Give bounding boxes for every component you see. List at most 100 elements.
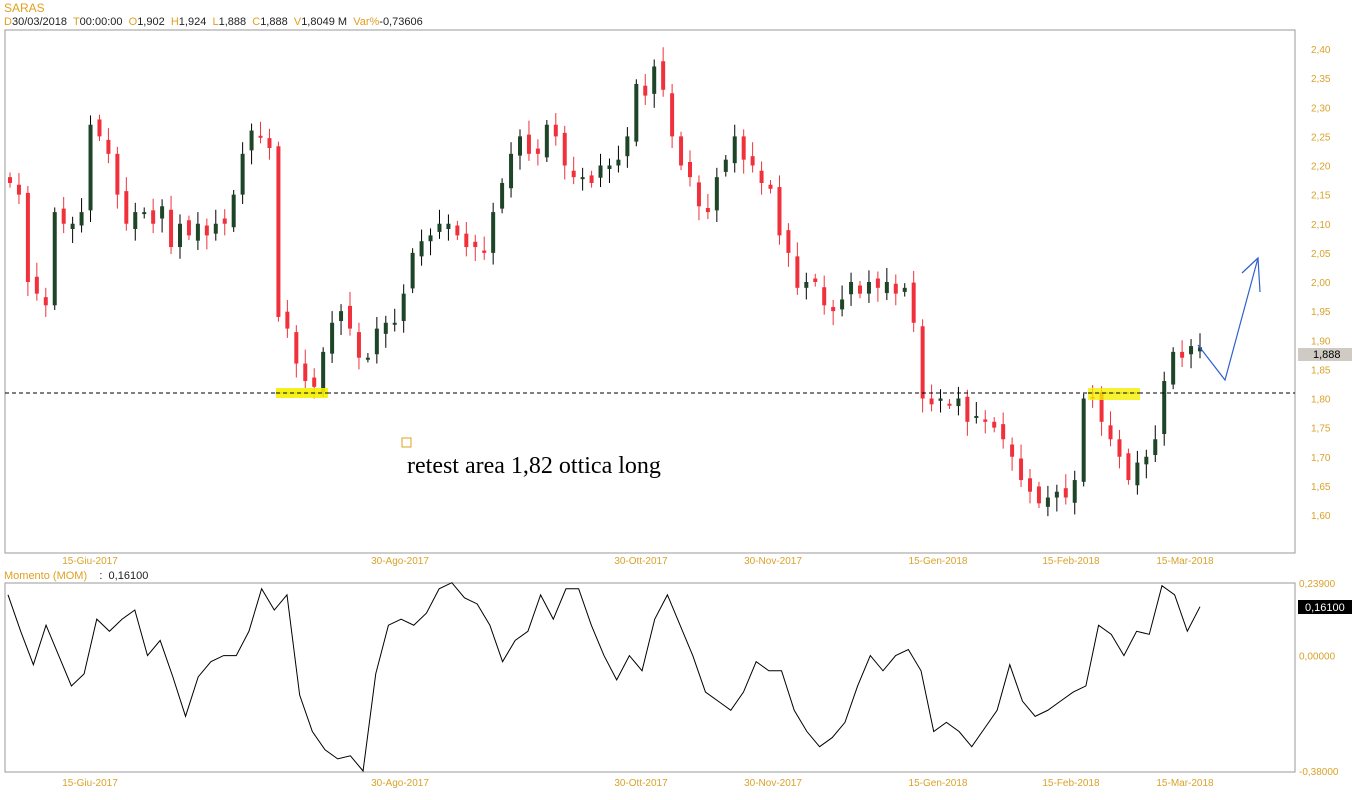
candle-body	[231, 194, 236, 228]
last-momentum-badge	[1298, 600, 1352, 614]
price-tick-label: 2,30	[1311, 103, 1331, 114]
candle	[410, 248, 415, 294]
candle-body	[813, 278, 818, 282]
candle	[61, 196, 66, 234]
price-tick-label: 1,90	[1311, 336, 1331, 347]
candle-body	[195, 223, 200, 241]
candle	[553, 113, 558, 146]
candle-body	[598, 165, 603, 178]
candle-body	[696, 182, 701, 207]
candle-body	[509, 153, 514, 189]
candle	[509, 142, 514, 198]
candle	[356, 322, 361, 370]
date-tick-label: 15-Feb-2018	[1042, 778, 1100, 789]
highlight-box-feb[interactable]	[1088, 388, 1140, 400]
candle	[276, 141, 281, 322]
candle-body	[285, 311, 290, 329]
high-label: H	[170, 16, 179, 28]
candle	[25, 185, 30, 296]
annotation-anchor-icon[interactable]	[401, 437, 412, 448]
candle-body	[920, 326, 925, 399]
candle-body	[249, 130, 254, 151]
candle-body	[723, 159, 728, 172]
candle-body	[133, 212, 138, 229]
candle-body	[804, 282, 809, 288]
candle-body	[437, 223, 442, 232]
price-tick-label: 1,95	[1311, 307, 1331, 318]
candle	[849, 272, 854, 306]
candle	[43, 287, 48, 317]
candle-body	[705, 208, 710, 213]
date-tick-label: 15-Feb-2018	[1042, 556, 1100, 567]
price-tick-label: 2,40	[1311, 45, 1331, 56]
candle	[339, 304, 344, 336]
candle-body	[464, 233, 469, 248]
candle	[571, 156, 576, 185]
candle	[178, 214, 182, 259]
candle-body	[213, 223, 218, 234]
date-tick-label: 15-Gen-2018	[909, 778, 968, 789]
candle	[222, 209, 227, 236]
candle-body	[884, 282, 889, 294]
candle	[88, 115, 93, 223]
candle	[401, 284, 406, 333]
candle	[124, 177, 129, 231]
candle-body	[204, 225, 209, 236]
price-tick-label: 1,60	[1311, 511, 1331, 522]
candle-body	[634, 83, 639, 142]
candle-body	[348, 305, 352, 329]
annotation-text[interactable]: retest area 1,82 ottica long	[407, 453, 661, 479]
candle	[1045, 485, 1050, 517]
projection-arrow[interactable]	[1197, 257, 1259, 382]
candle	[661, 47, 666, 97]
candle	[1010, 437, 1015, 471]
candle-body	[750, 156, 755, 166]
candle-body	[929, 398, 934, 405]
candle	[1072, 470, 1077, 515]
candle-body	[1054, 491, 1059, 498]
candle-body	[473, 241, 478, 248]
candle-body	[1144, 456, 1149, 465]
candle-body	[974, 415, 979, 418]
candle	[1135, 450, 1140, 495]
candle-body	[616, 159, 621, 166]
candle	[365, 353, 370, 363]
candle-body	[571, 170, 576, 178]
candle	[598, 153, 603, 188]
candle	[777, 175, 782, 245]
candle-body	[1171, 351, 1176, 385]
candle	[580, 167, 585, 191]
last-price-label: 1,888	[1313, 349, 1341, 361]
date-tick-label: 30-Ago-2017	[371, 778, 429, 789]
candle	[902, 283, 907, 297]
candle	[795, 242, 800, 295]
candle	[983, 410, 988, 434]
candle-body	[1180, 351, 1185, 358]
candle-body	[1063, 488, 1068, 498]
candle-body	[410, 252, 415, 289]
candle	[938, 389, 943, 413]
candle	[1144, 449, 1149, 479]
candle-body	[947, 403, 952, 406]
candle-body	[151, 210, 156, 224]
candle	[249, 123, 254, 165]
candle-body	[1010, 444, 1015, 457]
candle	[1019, 444, 1024, 488]
date-value: 30/03/2018	[11, 16, 68, 28]
candle-body	[115, 153, 120, 195]
candle-body	[732, 136, 737, 164]
highlight-box-aug[interactable]	[276, 388, 328, 398]
date-tick-label: 30-Ott-2017	[614, 778, 668, 789]
candle-body	[553, 124, 558, 137]
candle	[911, 270, 916, 333]
candle-body	[303, 363, 308, 382]
candle	[1081, 393, 1086, 487]
candle	[160, 199, 165, 233]
candle	[884, 268, 889, 301]
candle-body	[956, 398, 961, 407]
candle-body	[786, 230, 791, 253]
open-label: O	[128, 16, 138, 28]
candle	[544, 120, 549, 163]
candle-body	[1081, 398, 1086, 482]
